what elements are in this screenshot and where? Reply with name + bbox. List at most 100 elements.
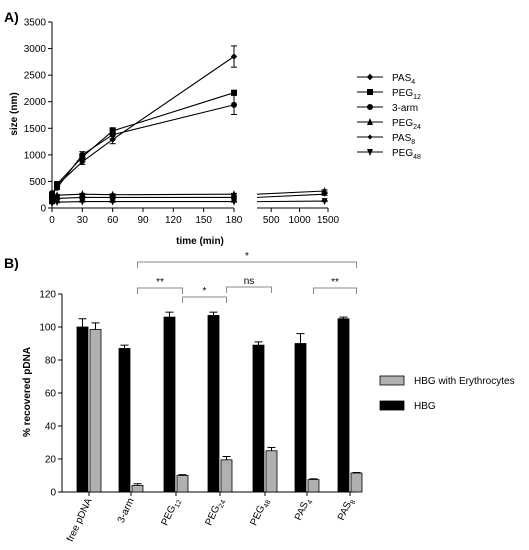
series-line <box>51 92 235 197</box>
x-tick-label: 3-arm <box>116 497 137 525</box>
data-point <box>231 89 237 96</box>
series-line-extension <box>256 200 325 203</box>
panel-b-label: B) <box>4 255 19 271</box>
x-tick-label: PAS4 <box>293 497 315 524</box>
significance-bracket <box>226 286 272 293</box>
y-axis-label: size (nm) <box>9 92 20 135</box>
bar <box>163 316 176 493</box>
data-point <box>79 158 86 165</box>
x-tick-label: PAS8 <box>336 497 358 524</box>
y-tick-label: 3000 <box>24 44 47 55</box>
legend-swatch <box>379 375 405 386</box>
bar <box>76 326 89 493</box>
legend-label: PEG24 <box>392 118 421 131</box>
bar <box>252 344 265 493</box>
x-tick-label: PEG24 <box>204 497 228 529</box>
x-tick-label: 500 <box>263 215 280 226</box>
y-tick-label: 1500 <box>24 124 47 135</box>
data-point <box>231 194 237 200</box>
x-tick-label: 1000 <box>288 215 311 226</box>
data-point <box>49 190 55 197</box>
legend-label: 3-arm <box>392 103 418 114</box>
x-tick-label: 30 <box>77 215 89 226</box>
legend-label: HBG <box>414 401 436 412</box>
legend-marker <box>367 104 373 110</box>
x-tick-label: 180 <box>226 215 243 226</box>
data-point <box>322 191 328 197</box>
y-tick-label: 40 <box>45 422 57 433</box>
legend-label: PEG48 <box>392 148 421 161</box>
y-tick-label: 60 <box>45 389 57 400</box>
data-point <box>79 194 85 200</box>
y-axis-label: % recovered pDNA <box>22 347 33 437</box>
x-tick-label: 1500 <box>317 215 340 226</box>
data-point <box>54 181 61 188</box>
y-tick-label: 80 <box>45 356 57 367</box>
panel-a-label: A) <box>4 9 19 25</box>
x-tick-label: 90 <box>137 215 149 226</box>
series-line-extension <box>256 193 325 198</box>
legend-swatch <box>379 400 405 411</box>
legend-label: PAS8 <box>392 133 415 146</box>
y-tick-label: 0 <box>50 488 56 499</box>
significance-label: * <box>245 251 249 262</box>
y-tick-label: 0 <box>40 204 46 215</box>
significance-label: ns <box>244 276 255 287</box>
data-point <box>54 191 61 199</box>
significance-bracket <box>182 296 227 303</box>
series-line <box>51 196 234 203</box>
data-point <box>321 198 328 206</box>
significance-label: * <box>203 286 207 297</box>
significance-bracket <box>137 287 183 294</box>
data-point <box>231 101 237 108</box>
series-line-extension <box>256 190 325 195</box>
y-tick-label: 2500 <box>24 71 47 82</box>
line-chart-size: size (nm) time (min) 0500100015002000250… <box>9 18 421 248</box>
y-tick-label: 100 <box>39 323 56 334</box>
significance-bracket <box>313 287 357 294</box>
legend-marker <box>366 73 374 81</box>
data-point <box>109 190 116 198</box>
x-tick-label: free pDNA <box>65 496 95 543</box>
bar <box>118 348 131 493</box>
bar <box>350 472 363 493</box>
data-point <box>49 200 55 208</box>
bar <box>220 459 233 493</box>
x-tick-label: PEG48 <box>249 497 273 529</box>
data-point <box>231 190 237 198</box>
bar <box>294 343 307 493</box>
x-tick-label: 60 <box>107 215 119 226</box>
bar <box>89 329 102 493</box>
data-point <box>79 190 86 198</box>
significance-label: ** <box>331 277 339 288</box>
legend-marker <box>367 118 373 125</box>
bar <box>207 315 220 493</box>
y-tick-label: 500 <box>29 177 46 188</box>
bar <box>131 484 144 493</box>
bar <box>307 479 320 493</box>
significance-bracket <box>137 261 357 268</box>
legend-marker <box>367 149 373 156</box>
bar <box>265 450 278 493</box>
x-tick-label: 150 <box>195 215 212 226</box>
legend-marker <box>367 89 373 95</box>
data-point <box>231 198 237 206</box>
legend-label: HBG with Erythrocytes <box>414 376 515 387</box>
data-point <box>79 198 86 206</box>
x-tick-label: PEG12 <box>160 497 184 529</box>
y-tick-label: 1000 <box>24 150 47 161</box>
series-line <box>51 201 234 204</box>
bar-chart-recovered-pdna: % recovered pDNA 0 20 40 60 80 100 120 free pDN… <box>22 251 515 544</box>
bar <box>176 475 189 493</box>
data-point <box>54 184 61 191</box>
legend-label: PAS4 <box>392 73 415 86</box>
x-tick-label: 120 <box>165 215 182 226</box>
legend-marker <box>367 134 373 140</box>
significance-label: ** <box>156 277 164 288</box>
data-point <box>321 186 328 194</box>
data-point <box>110 194 116 200</box>
data-point <box>54 199 61 207</box>
bar <box>337 318 350 493</box>
x-axis-label: time (min) <box>176 236 224 247</box>
